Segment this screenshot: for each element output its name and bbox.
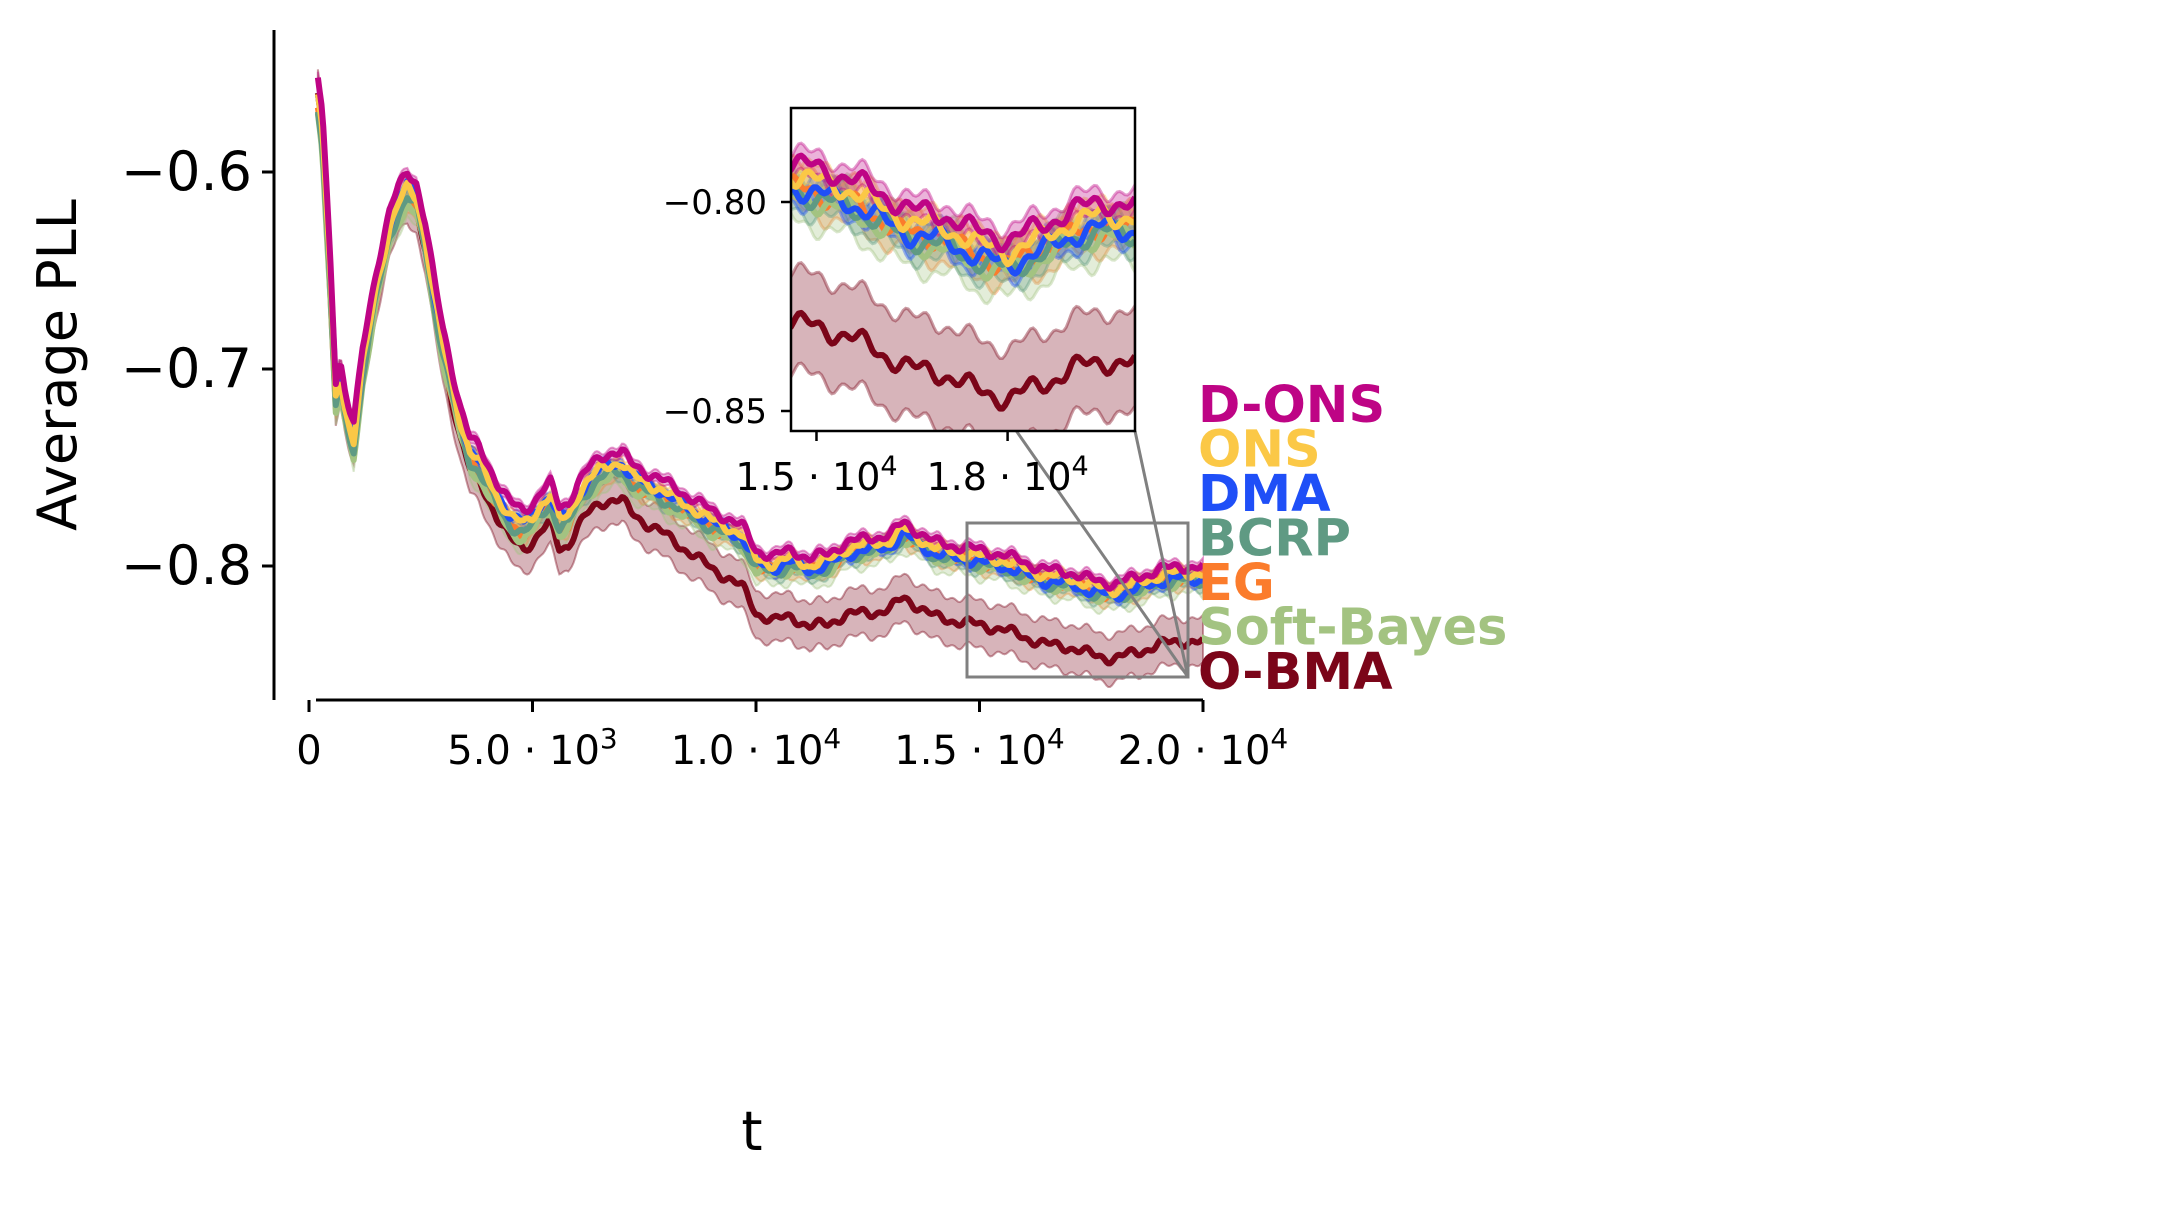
y-axis-label: Average PLL xyxy=(26,199,89,531)
inset-series-line-d-ons xyxy=(791,152,1135,254)
y-tick-label: −0.8 xyxy=(121,534,252,597)
legend-label-bcrp: BCRP xyxy=(1198,510,1351,569)
x-tick-label: 0 xyxy=(296,728,321,774)
inset-plot: −0.80 −0.85 1.5 · 104 1.8 · 104 xyxy=(663,106,1137,499)
inset-axes: −0.80 −0.85 1.5 · 104 1.8 · 104 xyxy=(663,183,1089,499)
inset-x-tick-label: 1.8 · 104 xyxy=(926,451,1088,499)
series-line-d-ons xyxy=(314,77,1206,592)
legend-label-ons: ONS xyxy=(1198,421,1321,480)
inset-lines xyxy=(791,152,1135,412)
x-tick-label: 5.0 · 103 xyxy=(447,722,617,774)
inset-series-line-o-bma xyxy=(791,309,1135,412)
inset-y-tick-label: −0.85 xyxy=(663,392,767,432)
x-tick-label: 1.0 · 104 xyxy=(671,722,841,774)
inset-x-tick-label: 1.5 · 104 xyxy=(735,451,897,499)
legend-label-o-bma: O-BMA xyxy=(1198,643,1393,702)
y-tick-label: −0.6 xyxy=(121,140,252,203)
main-axes: −0.6−0.7−0.80 5.0 · 103 1.0 · 104 1.5 · 104… xyxy=(121,30,1288,774)
zoom-rectangle xyxy=(965,521,1190,679)
legend-label-dma: DMA xyxy=(1198,465,1331,524)
zoom-connector xyxy=(1133,430,1190,678)
x-axis-label: t xyxy=(741,1100,762,1163)
main-plot-lines xyxy=(314,77,1206,667)
y-tick-label: −0.7 xyxy=(121,337,252,400)
series-line-ons xyxy=(314,93,1205,599)
x-tick-label: 2.0 · 104 xyxy=(1118,722,1288,774)
band-d-ons xyxy=(316,71,1204,596)
band-soft-bayes xyxy=(316,101,1204,615)
inset-frame xyxy=(789,106,1137,433)
inset-series-line-ons xyxy=(791,168,1135,268)
x-tick-label: 1.5 · 104 xyxy=(894,722,1064,774)
legend-label-soft-bayes: Soft-Bayes xyxy=(1198,599,1507,658)
legend-label-eg: EG xyxy=(1198,554,1275,613)
legend-label-d-ons: D-ONS xyxy=(1198,376,1385,435)
inset-y-tick-label: −0.80 xyxy=(663,183,767,223)
inset-band-soft-bayes xyxy=(791,160,1135,306)
